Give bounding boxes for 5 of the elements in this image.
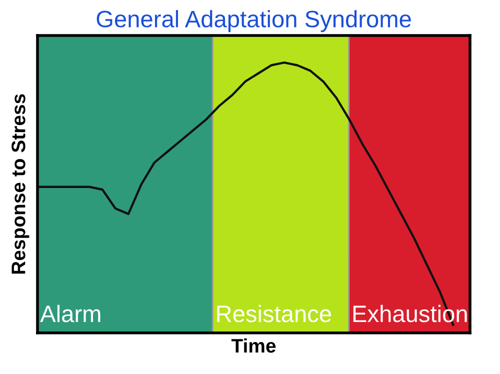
annotation: Alarm <box>40 304 100 322</box>
y-axis-title: Response to Stress <box>12 94 30 274</box>
chart-title: General Adaptation Syndrome <box>96 10 411 32</box>
annotation: Resistance <box>217 304 332 322</box>
x-axis-title: Time <box>231 338 276 353</box>
